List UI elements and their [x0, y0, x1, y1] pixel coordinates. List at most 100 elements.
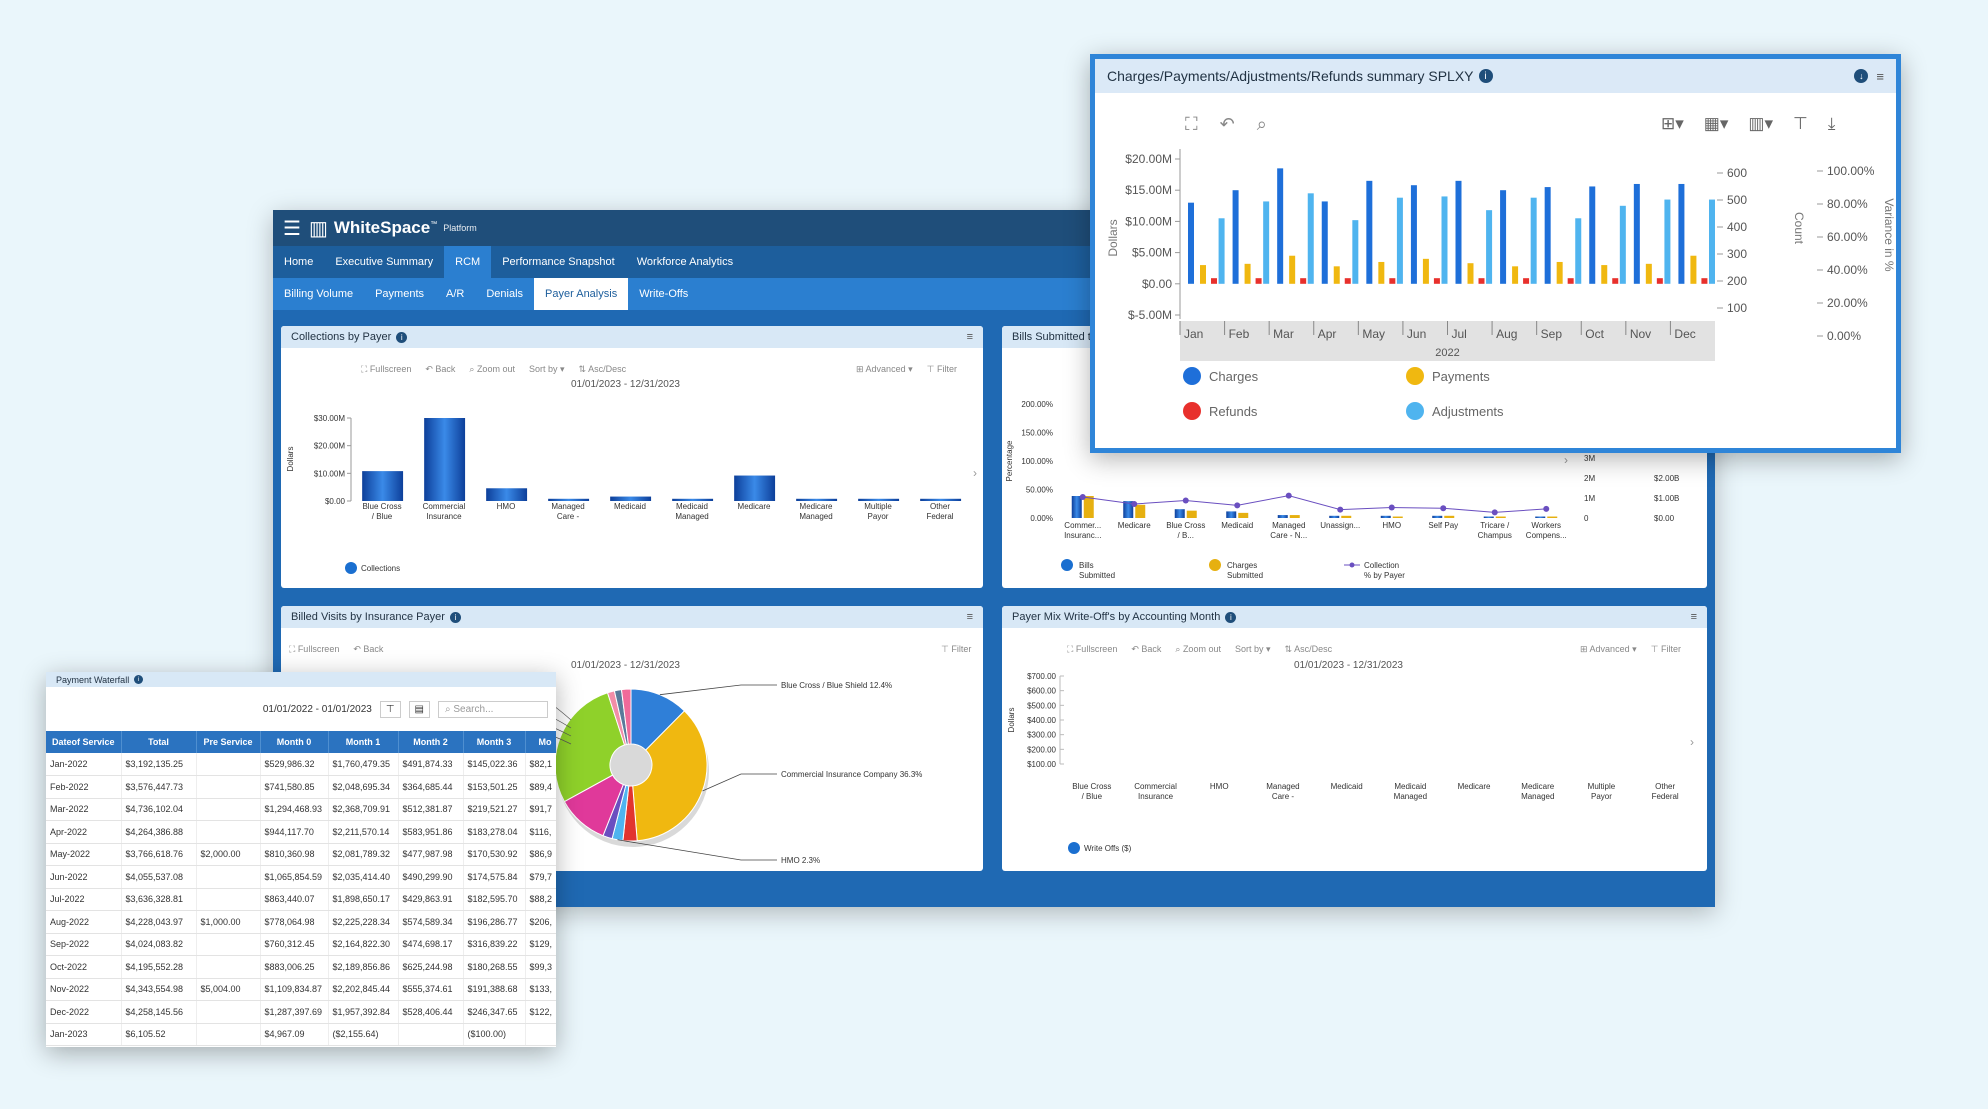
bar-collections [734, 475, 776, 501]
table-row[interactable]: Apr-2022 $4,264,386.88 $944,117.70 $2,211,5… [46, 820, 556, 844]
table-cell: Jun-2022 [46, 865, 122, 889]
hamburger-menu-icon[interactable]: ☰ [283, 217, 301, 240]
column-header[interactable]: Dateof Service [46, 731, 122, 753]
zoom-icon[interactable]: ⌕ [1256, 114, 1267, 134]
nav-tab-rcm[interactable]: RCM [444, 246, 492, 278]
x-tick-label: Medicaid [614, 502, 646, 511]
x-tick-label: Sep [1541, 327, 1563, 341]
back-button[interactable]: ↶ Back [353, 644, 384, 654]
nav-tab-performance-snapshot[interactable]: Performance Snapshot [502, 256, 615, 268]
chart-type-icon[interactable]: ▥▾ [1748, 114, 1773, 133]
table-cell: $474,698.17 [398, 933, 464, 956]
nav-tab-workforce-analytics[interactable]: Workforce Analytics [636, 256, 734, 268]
y-tick-label: $15.00M [1125, 183, 1172, 197]
date-range[interactable]: 01/01/2022 - 01/01/2023 [262, 703, 372, 715]
table-row[interactable]: Aug-2022 $4,228,043.97 $1,000.00 $778,064.9… [46, 910, 556, 934]
subnav-tab-billing-volume[interactable]: Billing Volume [284, 288, 354, 300]
legend-marker [1209, 559, 1221, 571]
table-row[interactable]: Nov-2022 $4,343,554.98 $5,004.00 $1,109,834… [46, 978, 556, 1001]
filter-icon[interactable]: ⊤ [379, 700, 401, 718]
back-button[interactable]: ↶ Back [425, 364, 456, 374]
subnav-tab-write-offs[interactable]: Write-Offs [639, 288, 689, 300]
table-row[interactable]: May-2022 $3,766,618.76 $2,000.00 $810,360.9… [46, 843, 556, 866]
advanced-button[interactable]: ⊞ Advanced ▾ [1580, 644, 1637, 654]
search-input[interactable]: ⌕ Search... [438, 700, 548, 718]
table-row[interactable]: Dec-2022 $4,258,145.56 $1,287,397.69 $1,957… [46, 1000, 556, 1024]
x-tick-label: Medicare [1458, 782, 1491, 791]
table-row[interactable]: Jan-2023 $6,105.52 $4,967.09 ($2,155.64) ($1… [46, 1023, 556, 1046]
zoom-out-button[interactable]: ⌕ Zoom out [469, 364, 515, 374]
bar-charges-submitted [1547, 516, 1558, 518]
fullscreen-icon[interactable]: ⛶ [1185, 114, 1198, 134]
column-header[interactable]: Month 1 [328, 731, 399, 753]
table-row[interactable]: Jul-2022 $3,636,328.81 $863,440.07 $1,898,6… [46, 888, 556, 911]
panel-menu-icon[interactable]: ≡ [1690, 611, 1697, 623]
panel-menu-icon[interactable]: ≡ [966, 611, 973, 623]
subnav-tab-payments[interactable]: Payments [375, 288, 425, 300]
legend-marker [1183, 367, 1201, 385]
table-cell: $133, [525, 978, 556, 1001]
filter-button[interactable]: ⊤ Filter [1650, 644, 1681, 654]
table-cell: $944,117.70 [260, 820, 329, 844]
info-icon[interactable]: i [1478, 69, 1493, 83]
pct-tick-label: 20.00% [1827, 296, 1868, 310]
bar-refunds [1567, 278, 1574, 284]
panel-menu-icon[interactable]: ≡ [966, 331, 973, 343]
columns-icon[interactable]: ▤ [408, 700, 430, 718]
filter-button[interactable]: ⊤ Filter [941, 644, 972, 654]
subnav-tab-a-r[interactable]: A/R [446, 288, 465, 300]
legend-label: Payments [1432, 369, 1490, 384]
zoom-out-button[interactable]: ⌕ Zoom out [1175, 644, 1221, 654]
subnav-tab-denials[interactable]: Denials [486, 288, 524, 300]
charges-summary-chart: $20.00M $15.00M $10.00M $5.00M $0.00 $-5.00M D… [1106, 149, 1896, 420]
asc-desc-button[interactable]: ⇅ Asc/Desc [578, 364, 627, 374]
y-tick-label: $500.00 [1027, 701, 1056, 710]
info-icon[interactable]: i [1225, 611, 1237, 623]
filter-icon[interactable]: ⊤ [1793, 114, 1808, 133]
subnav-tab-payer-analysis[interactable]: Payer Analysis [534, 278, 629, 310]
bar-collections [362, 471, 404, 501]
bar-charges [1500, 190, 1507, 284]
bar-collections [548, 498, 590, 501]
column-header[interactable]: Mo [525, 731, 556, 753]
chart-options-icon[interactable]: ⊞▾ [1661, 114, 1684, 133]
table-cell [196, 753, 261, 776]
legend-marker [1406, 402, 1424, 420]
sort-by-button[interactable]: Sort by ▾ [1234, 644, 1271, 654]
table-cell: $863,440.07 [260, 888, 329, 911]
table-row[interactable]: Oct-2022 $4,195,552.28 $883,006.25 $2,189,8… [46, 955, 556, 979]
column-header[interactable]: Month 0 [260, 731, 329, 753]
bar-payments [1645, 263, 1652, 284]
filter-button[interactable]: ⊤ Filter [926, 364, 957, 374]
table-cell: $122, [525, 1000, 556, 1024]
download-circle-icon[interactable]: ↓ [1854, 69, 1869, 83]
fullscreen-button[interactable]: ⛶ Fullscreen [361, 364, 412, 374]
x-tick-label: Apr [1318, 327, 1337, 341]
popup-menu-icon[interactable]: ≡ [1876, 68, 1884, 84]
fullscreen-button[interactable]: ⛶ Fullscreen [289, 644, 340, 654]
info-icon[interactable]: i [449, 611, 461, 623]
nav-tab-executive-summary[interactable]: Executive Summary [335, 256, 434, 268]
back-button[interactable]: ↶ Back [1131, 644, 1162, 654]
asc-desc-button[interactable]: ⇅ Asc/Desc [1284, 644, 1333, 654]
info-icon[interactable]: i [396, 331, 408, 343]
fullscreen-button[interactable]: ⛶ Fullscreen [1067, 644, 1118, 654]
table-row[interactable]: Jun-2022 $4,055,537.08 $1,065,854.59 $2,035… [46, 865, 556, 889]
table-row[interactable]: Sep-2022 $4,024,083.82 $760,312.45 $2,164,8… [46, 933, 556, 956]
calendar-icon[interactable]: ▦▾ [1703, 114, 1729, 133]
sort-by-button[interactable]: Sort by ▾ [528, 364, 565, 374]
info-icon[interactable]: i [134, 675, 144, 684]
column-header[interactable]: Month 3 [463, 731, 526, 753]
column-header[interactable]: Pre Service [196, 731, 261, 753]
table-row[interactable]: Mar-2022 $4,736,102.04 $1,294,468.93 $2,368… [46, 798, 556, 821]
advanced-button[interactable]: ⊞ Advanced ▾ [856, 364, 913, 374]
nav-tab-home[interactable]: Home [284, 256, 314, 268]
table-row[interactable]: Feb-2022 $3,576,447.73 $741,580.85 $2,048,6… [46, 775, 556, 799]
table-cell: $196,286.77 [463, 910, 526, 934]
column-header[interactable]: Total [121, 731, 197, 753]
table-row[interactable]: Jan-2022 $3,192,135.25 $529,986.32 $1,760,4… [46, 753, 556, 776]
table-cell: $477,987.98 [398, 843, 464, 866]
download-icon[interactable]: ⤓ [1827, 114, 1836, 133]
column-header[interactable]: Month 2 [398, 731, 464, 753]
back-icon[interactable]: ↶ [1219, 114, 1235, 134]
